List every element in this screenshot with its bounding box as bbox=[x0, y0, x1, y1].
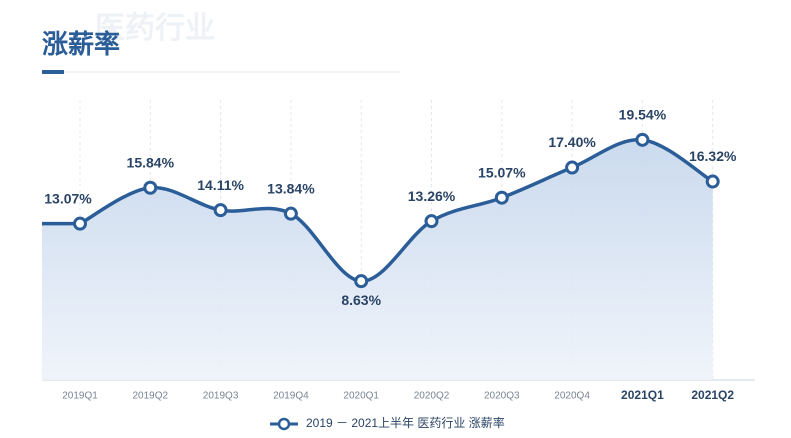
data-label: 8.63% bbox=[341, 292, 381, 308]
watermark: 医药行业 bbox=[95, 12, 215, 45]
x-tick-label: 2019Q3 bbox=[203, 391, 239, 402]
data-label: 16.32% bbox=[689, 148, 737, 164]
chart-title: 涨薪率 bbox=[42, 29, 120, 59]
data-point bbox=[354, 274, 369, 289]
data-label: 15.07% bbox=[478, 164, 526, 180]
data-label: 17.40% bbox=[548, 134, 596, 150]
data-point bbox=[705, 174, 720, 189]
x-tick-label: 2021Q2 bbox=[691, 388, 734, 402]
x-tick-label: 2020Q3 bbox=[484, 391, 520, 402]
data-label: 19.54% bbox=[619, 107, 667, 123]
data-point bbox=[424, 214, 439, 229]
data-label: 13.84% bbox=[267, 180, 315, 196]
data-point bbox=[635, 132, 650, 147]
x-tick-label: 2021Q1 bbox=[621, 388, 664, 402]
x-tick-label: 2020Q1 bbox=[343, 391, 379, 402]
line bbox=[79, 138, 714, 283]
data-label: 14.11% bbox=[197, 177, 244, 193]
legend-marker bbox=[277, 417, 291, 431]
x-tick-label: 2019Q1 bbox=[62, 391, 98, 402]
data-point bbox=[73, 216, 87, 231]
data-label: 13.07% bbox=[44, 190, 92, 206]
data-point bbox=[494, 190, 509, 205]
x-tick-label: 2020Q2 bbox=[414, 391, 450, 402]
x-tick-label: 2019Q2 bbox=[133, 391, 169, 402]
data-point bbox=[143, 180, 158, 195]
data-point bbox=[283, 206, 298, 221]
area-fill bbox=[42, 139, 713, 380]
data-point bbox=[213, 203, 228, 218]
data-label: 13.26% bbox=[408, 188, 456, 204]
x-tick-label: 2020Q4 bbox=[554, 391, 590, 402]
data-point bbox=[565, 160, 580, 175]
x-tick-label: 2019Q4 bbox=[273, 391, 309, 402]
title-accent bbox=[42, 70, 64, 74]
legend-label: 2019 － 2021上半年 医药行业 涨薪率 bbox=[306, 415, 505, 430]
data-label: 15.84% bbox=[127, 154, 175, 170]
